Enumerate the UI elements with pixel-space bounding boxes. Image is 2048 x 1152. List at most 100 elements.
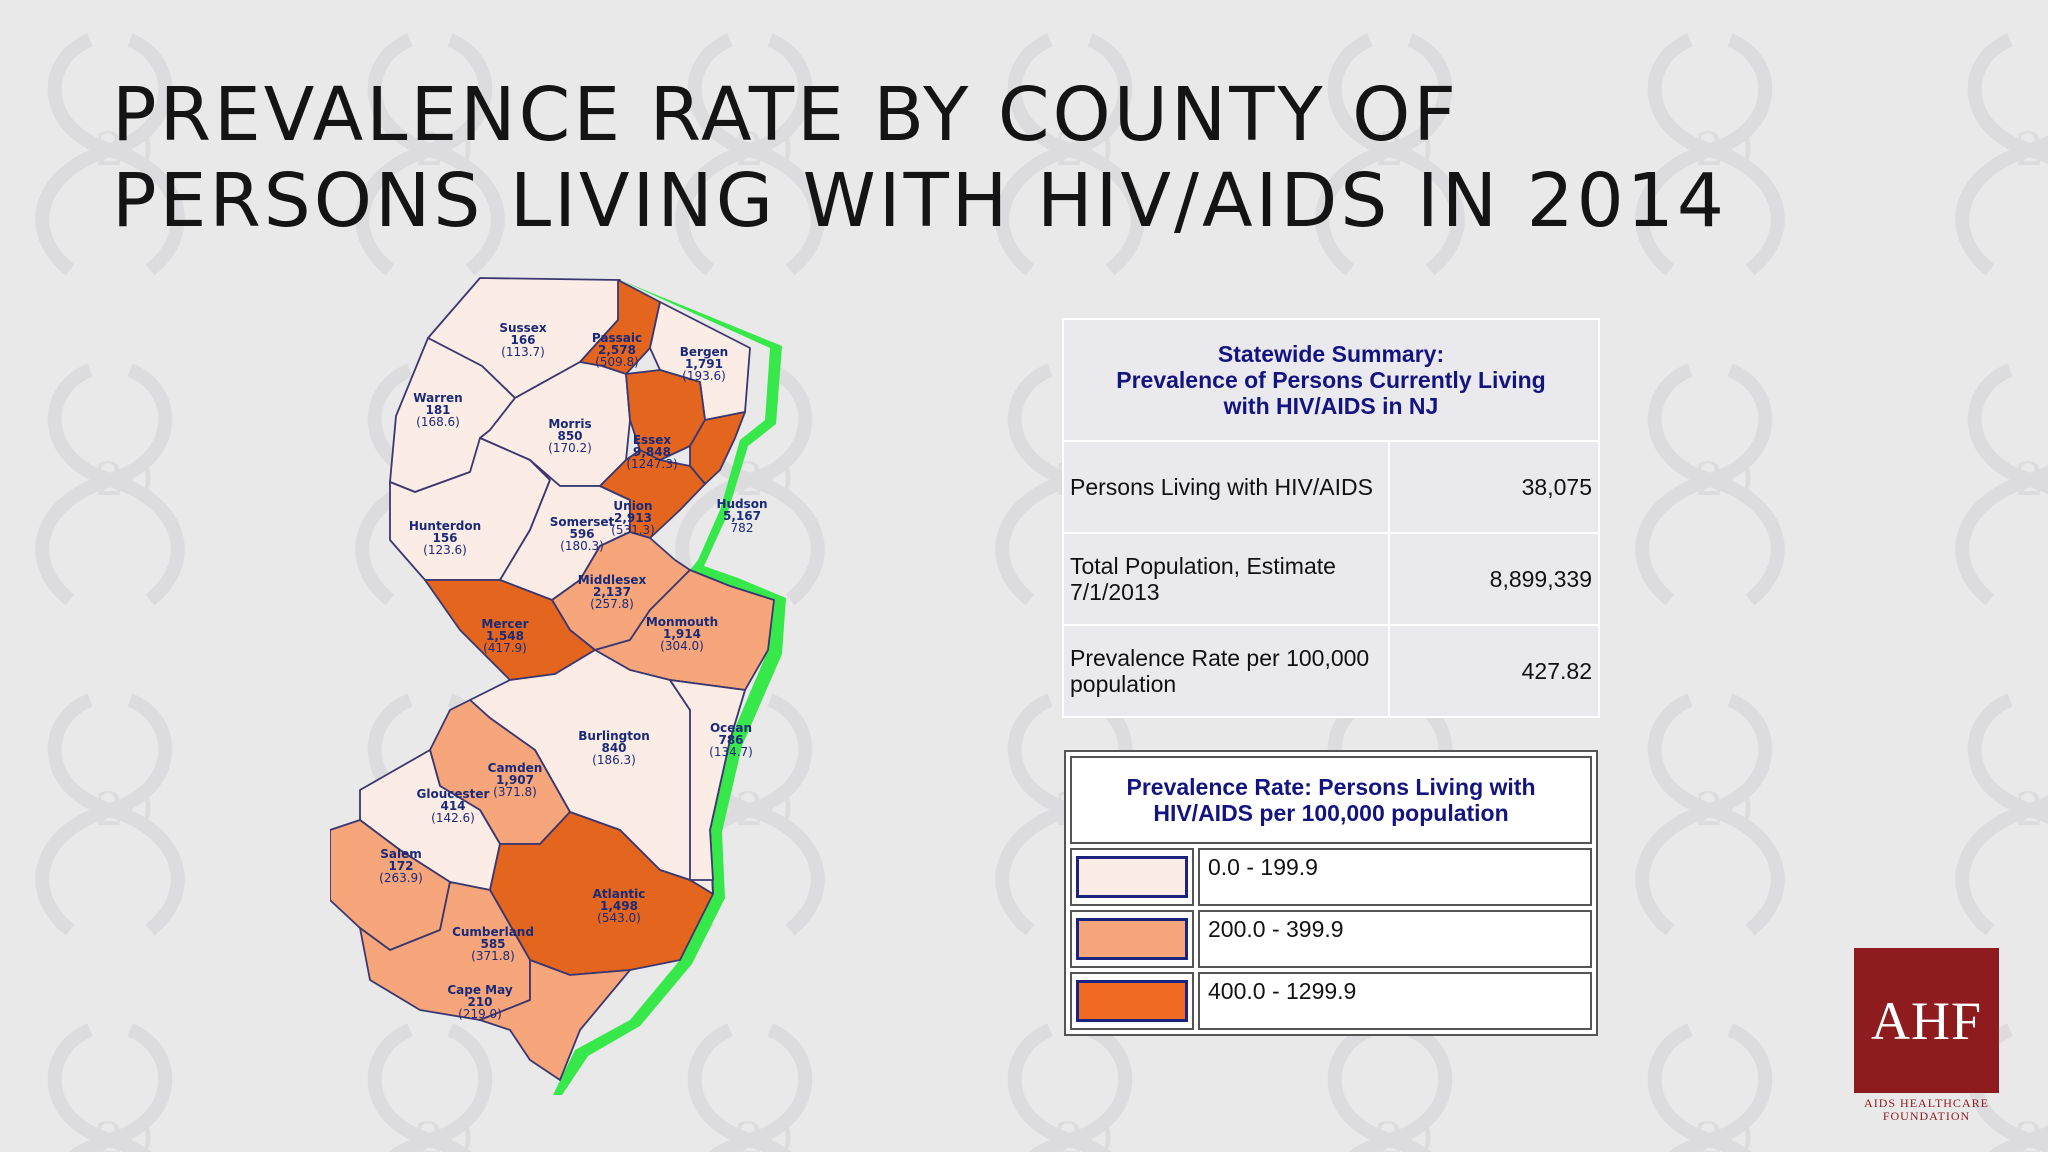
ahf-logo-line-2: FOUNDATION	[1882, 1109, 1971, 1123]
county-label-monmouth-count: 1,914	[663, 627, 701, 641]
county-label-union-name: Union	[613, 499, 652, 513]
legend-heading: Prevalence Rate: Persons Living with HIV…	[1070, 756, 1592, 844]
county-label-salem-count: 172	[388, 859, 413, 873]
county-label-ocean-rate: (134.7)	[709, 745, 753, 759]
county-label-hunterdon-name: Hunterdon	[409, 519, 481, 533]
county-label-passaic-rate: (509.8)	[595, 355, 639, 369]
summary-heading-line-2: Prevalence of Persons Currently Living	[1116, 367, 1546, 393]
legend-swatch-high	[1076, 980, 1188, 1022]
county-label-ocean-count: 786	[718, 733, 743, 747]
legend-range: 400.0 - 1299.9	[1198, 972, 1592, 1030]
map-legend: Prevalence Rate: Persons Living with HIV…	[1064, 750, 1598, 1036]
county-label-middlesex-rate: (257.8)	[590, 597, 634, 611]
county-label-burlington-count: 840	[601, 741, 626, 755]
ahf-logo-line-1: AIDS HEALTHCARE	[1864, 1096, 1989, 1110]
coastline-shadow	[553, 280, 786, 1095]
county-label-mercer-name: Mercer	[481, 617, 528, 631]
legend-swatch-mid	[1076, 918, 1188, 960]
county-label-middlesex-name: Middlesex	[578, 573, 647, 587]
county-label-gloucester-count: 414	[440, 799, 465, 813]
county-label-gloucester-rate: (142.6)	[431, 811, 475, 825]
county-cape-may[interactable]	[479, 959, 631, 1081]
county-label-mercer-count: 1,548	[486, 629, 524, 643]
county-label-essex-count: 9,848	[633, 445, 671, 459]
county-label-morris-name: Morris	[548, 417, 591, 431]
summary-row: Total Population, Estimate 7/1/2013 8,89…	[1064, 532, 1598, 624]
county-label-monmouth-rate: (304.0)	[660, 639, 704, 653]
legend-item: 200.0 - 399.9	[1070, 910, 1592, 968]
county-label-cumberland-name: Cumberland	[452, 925, 534, 939]
county-label-hudson-count: 5,167	[723, 509, 761, 523]
county-label-monmouth-name: Monmouth	[646, 615, 718, 629]
county-label-atlantic-count: 1,498	[600, 899, 638, 913]
county-label-cape-may-rate: (219.0)	[458, 1007, 502, 1021]
county-label-middlesex-count: 2,137	[593, 585, 631, 599]
county-label-cape-may-count: 210	[467, 995, 492, 1009]
summary-row: Persons Living with HIV/AIDS 38,075	[1064, 440, 1598, 532]
county-label-hudson-name: Hudson	[716, 497, 767, 511]
slide-title-line-1: PREVALENCE RATE BY COUNTY OF	[112, 72, 1459, 158]
summary-heading-line-3: with HIV/AIDS in NJ	[1223, 393, 1439, 419]
county-label-atlantic-rate: (543.0)	[597, 911, 641, 925]
county-label-burlington-name: Burlington	[578, 729, 650, 743]
county-label-sussex-count: 166	[510, 333, 535, 347]
slide-title: PREVALENCE RATE BY COUNTY OF PERSONS LIV…	[112, 72, 1727, 244]
county-label-atlantic-name: Atlantic	[593, 887, 646, 901]
slide-title-line-2: PERSONS LIVING WITH HIV/AIDS IN 2014	[112, 158, 1727, 244]
ahf-logo-letters: AHF	[1870, 990, 1983, 1051]
county-label-cumberland-rate: (371.8)	[471, 949, 515, 963]
legend-swatch-cell	[1070, 910, 1194, 968]
statewide-summary-table: Statewide Summary: Prevalence of Persons…	[1062, 318, 1600, 718]
county-label-ocean-name: Ocean	[710, 721, 752, 735]
legend-item: 0.0 - 199.9	[1070, 848, 1592, 906]
county-label-somerset-name: Somerset	[550, 515, 615, 529]
ahf-logo: AHF AIDS HEALTHCARE FOUNDATION	[1854, 948, 1999, 1123]
county-label-mercer-rate: (417.9)	[483, 641, 527, 655]
county-label-union-count: 2,913	[614, 511, 652, 525]
county-label-bergen-count: 1,791	[685, 357, 723, 371]
summary-row-value: 38,075	[1390, 442, 1598, 532]
county-hudson[interactable]	[689, 411, 746, 485]
county-label-camden-count: 1,907	[496, 773, 534, 787]
ahf-logo-caption: AIDS HEALTHCARE FOUNDATION	[1854, 1097, 1999, 1123]
summary-heading: Statewide Summary: Prevalence of Persons…	[1064, 320, 1598, 440]
county-label-morris-rate: (170.2)	[548, 441, 592, 455]
county-label-salem-name: Salem	[380, 847, 422, 861]
county-label-camden-rate: (371.8)	[493, 785, 537, 799]
county-label-union-rate: (531.3)	[611, 523, 655, 537]
legend-heading-line-2: HIV/AIDS per 100,000 population	[1153, 800, 1509, 826]
county-label-cape-may-name: Cape May	[447, 983, 512, 997]
county-label-sussex-name: Sussex	[499, 321, 547, 335]
legend-item: 400.0 - 1299.9	[1070, 972, 1592, 1030]
county-label-warren-rate: (168.6)	[416, 415, 460, 429]
summary-row-label: Prevalence Rate per 100,000 population	[1064, 626, 1390, 716]
county-label-somerset-rate: (180.3)	[560, 539, 604, 553]
county-label-bergen-name: Bergen	[680, 345, 728, 359]
county-label-bergen-rate: (193.6)	[682, 369, 726, 383]
summary-row-value: 8,899,339	[1390, 534, 1598, 624]
summary-row-label: Persons Living with HIV/AIDS	[1064, 442, 1390, 532]
county-label-salem-rate: (263.9)	[379, 871, 423, 885]
county-label-somerset-count: 596	[569, 527, 594, 541]
county-label-cumberland-count: 585	[480, 937, 505, 951]
county-label-essex-name: Essex	[633, 433, 672, 447]
county-label-essex-rate: (1247.3)	[626, 457, 677, 471]
county-union[interactable]	[599, 449, 706, 539]
county-label-sussex-rate: (113.7)	[501, 345, 545, 359]
summary-heading-line-1: Statewide Summary:	[1217, 341, 1445, 367]
county-label-morris-count: 850	[557, 429, 582, 443]
county-label-burlington-rate: (186.3)	[592, 753, 636, 767]
county-label-hunterdon-count: 156	[432, 531, 457, 545]
legend-heading-line-1: Prevalence Rate: Persons Living with	[1126, 774, 1536, 800]
county-label-passaic-count: 2,578	[598, 343, 636, 357]
county-label-hudson-rate: 782	[731, 521, 754, 535]
county-label-gloucester-name: Gloucester	[417, 787, 490, 801]
legend-swatch-low	[1076, 856, 1188, 898]
county-label-camden-name: Camden	[488, 761, 543, 775]
legend-swatch-cell	[1070, 848, 1194, 906]
county-label-hunterdon-rate: (123.6)	[423, 543, 467, 557]
county-ocean-body[interactable]	[669, 679, 746, 881]
